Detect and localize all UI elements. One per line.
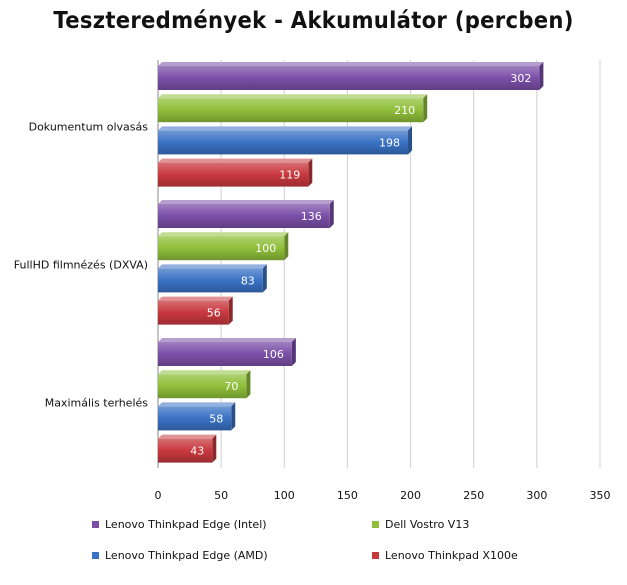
bar-side-face — [539, 62, 544, 90]
x-tick-label: 150 — [337, 489, 358, 502]
legend-swatch — [372, 521, 379, 528]
bar-side-face — [408, 126, 413, 155]
legend-label: Lenovo Thinkpad X100e — [385, 549, 518, 562]
bar-side-face — [212, 434, 217, 463]
x-tick-label: 350 — [590, 489, 611, 502]
bar-top-face — [158, 370, 251, 375]
x-tick-label: 50 — [214, 489, 228, 502]
bar-top-face — [158, 232, 289, 237]
bars — [158, 62, 544, 463]
category-label: Dokumentum olvasás — [29, 120, 149, 133]
bar — [158, 236, 285, 261]
legend-swatch — [92, 521, 99, 528]
bar-side-face — [423, 94, 428, 123]
bar — [158, 268, 263, 293]
bar-side-face — [308, 158, 313, 187]
bar-value-label: 198 — [379, 136, 400, 149]
bar-side-face — [246, 370, 251, 399]
legend-swatch — [92, 552, 99, 559]
bar-value-label: 70 — [224, 380, 238, 393]
bar-top-face — [158, 200, 334, 204]
x-tick-label: 0 — [155, 489, 162, 502]
bar-top-face — [158, 126, 413, 131]
bar — [158, 98, 424, 123]
bar-side-face — [231, 402, 236, 431]
labels: 0 50 100 150 200 250 300 350 Dokumentum olvasás 3… — [14, 72, 611, 502]
bar-value-label: 83 — [241, 274, 255, 287]
bar-top-face — [158, 62, 544, 66]
bar-side-face — [329, 200, 334, 228]
bar — [158, 66, 540, 90]
bar-top-face — [158, 94, 428, 99]
bar-value-label: 119 — [279, 169, 300, 182]
x-tick-label: 200 — [400, 489, 421, 502]
legend-label: Dell Vostro V13 — [385, 518, 470, 531]
bar-value-label: 100 — [255, 242, 276, 255]
category-label: FullHD filmnézés (DXVA) — [14, 258, 148, 271]
legend-label: Lenovo Thinkpad Edge (AMD) — [105, 549, 268, 562]
bar-side-face — [284, 232, 289, 261]
bar-top-face — [158, 402, 236, 407]
bar-value-label: 58 — [209, 412, 223, 425]
chart-title: Teszteredmények - Akkumulátor (percben) — [53, 8, 574, 34]
bar-value-label: 43 — [190, 445, 204, 458]
bar-value-label: 106 — [263, 348, 284, 361]
bar-top-face — [158, 264, 267, 269]
legend-item: Lenovo Thinkpad X100e — [372, 549, 518, 562]
bar-top-face — [158, 434, 217, 439]
bar-top-face — [158, 338, 296, 342]
x-tick-label: 300 — [526, 489, 547, 502]
legend-label: Lenovo Thinkpad Edge (Intel) — [105, 518, 267, 531]
bar — [158, 406, 232, 431]
legend-item: Lenovo Thinkpad Edge (AMD) — [92, 549, 268, 562]
bar-side-face — [262, 264, 267, 293]
bar — [158, 438, 213, 463]
bar-top-face — [158, 158, 313, 163]
category-label: Maximális terhelés — [45, 396, 149, 409]
legend-item: Dell Vostro V13 — [372, 518, 469, 531]
bar — [158, 162, 309, 187]
bar-side-face — [228, 296, 233, 325]
bar-value-label: 56 — [207, 307, 221, 320]
bar-top-face — [158, 296, 233, 301]
bar — [158, 130, 409, 155]
legend-item: Lenovo Thinkpad Edge (Intel) — [92, 518, 267, 531]
bar-side-face — [291, 338, 296, 366]
bar — [158, 374, 247, 399]
bar — [158, 204, 330, 228]
bar-value-label: 136 — [301, 210, 322, 223]
bar-value-label: 210 — [394, 104, 415, 117]
bar — [158, 342, 292, 366]
x-tick-label: 100 — [274, 489, 295, 502]
x-tick-label: 250 — [463, 489, 484, 502]
legend-swatch — [372, 552, 379, 559]
bar — [158, 300, 229, 325]
bar-value-label: 302 — [510, 72, 531, 85]
